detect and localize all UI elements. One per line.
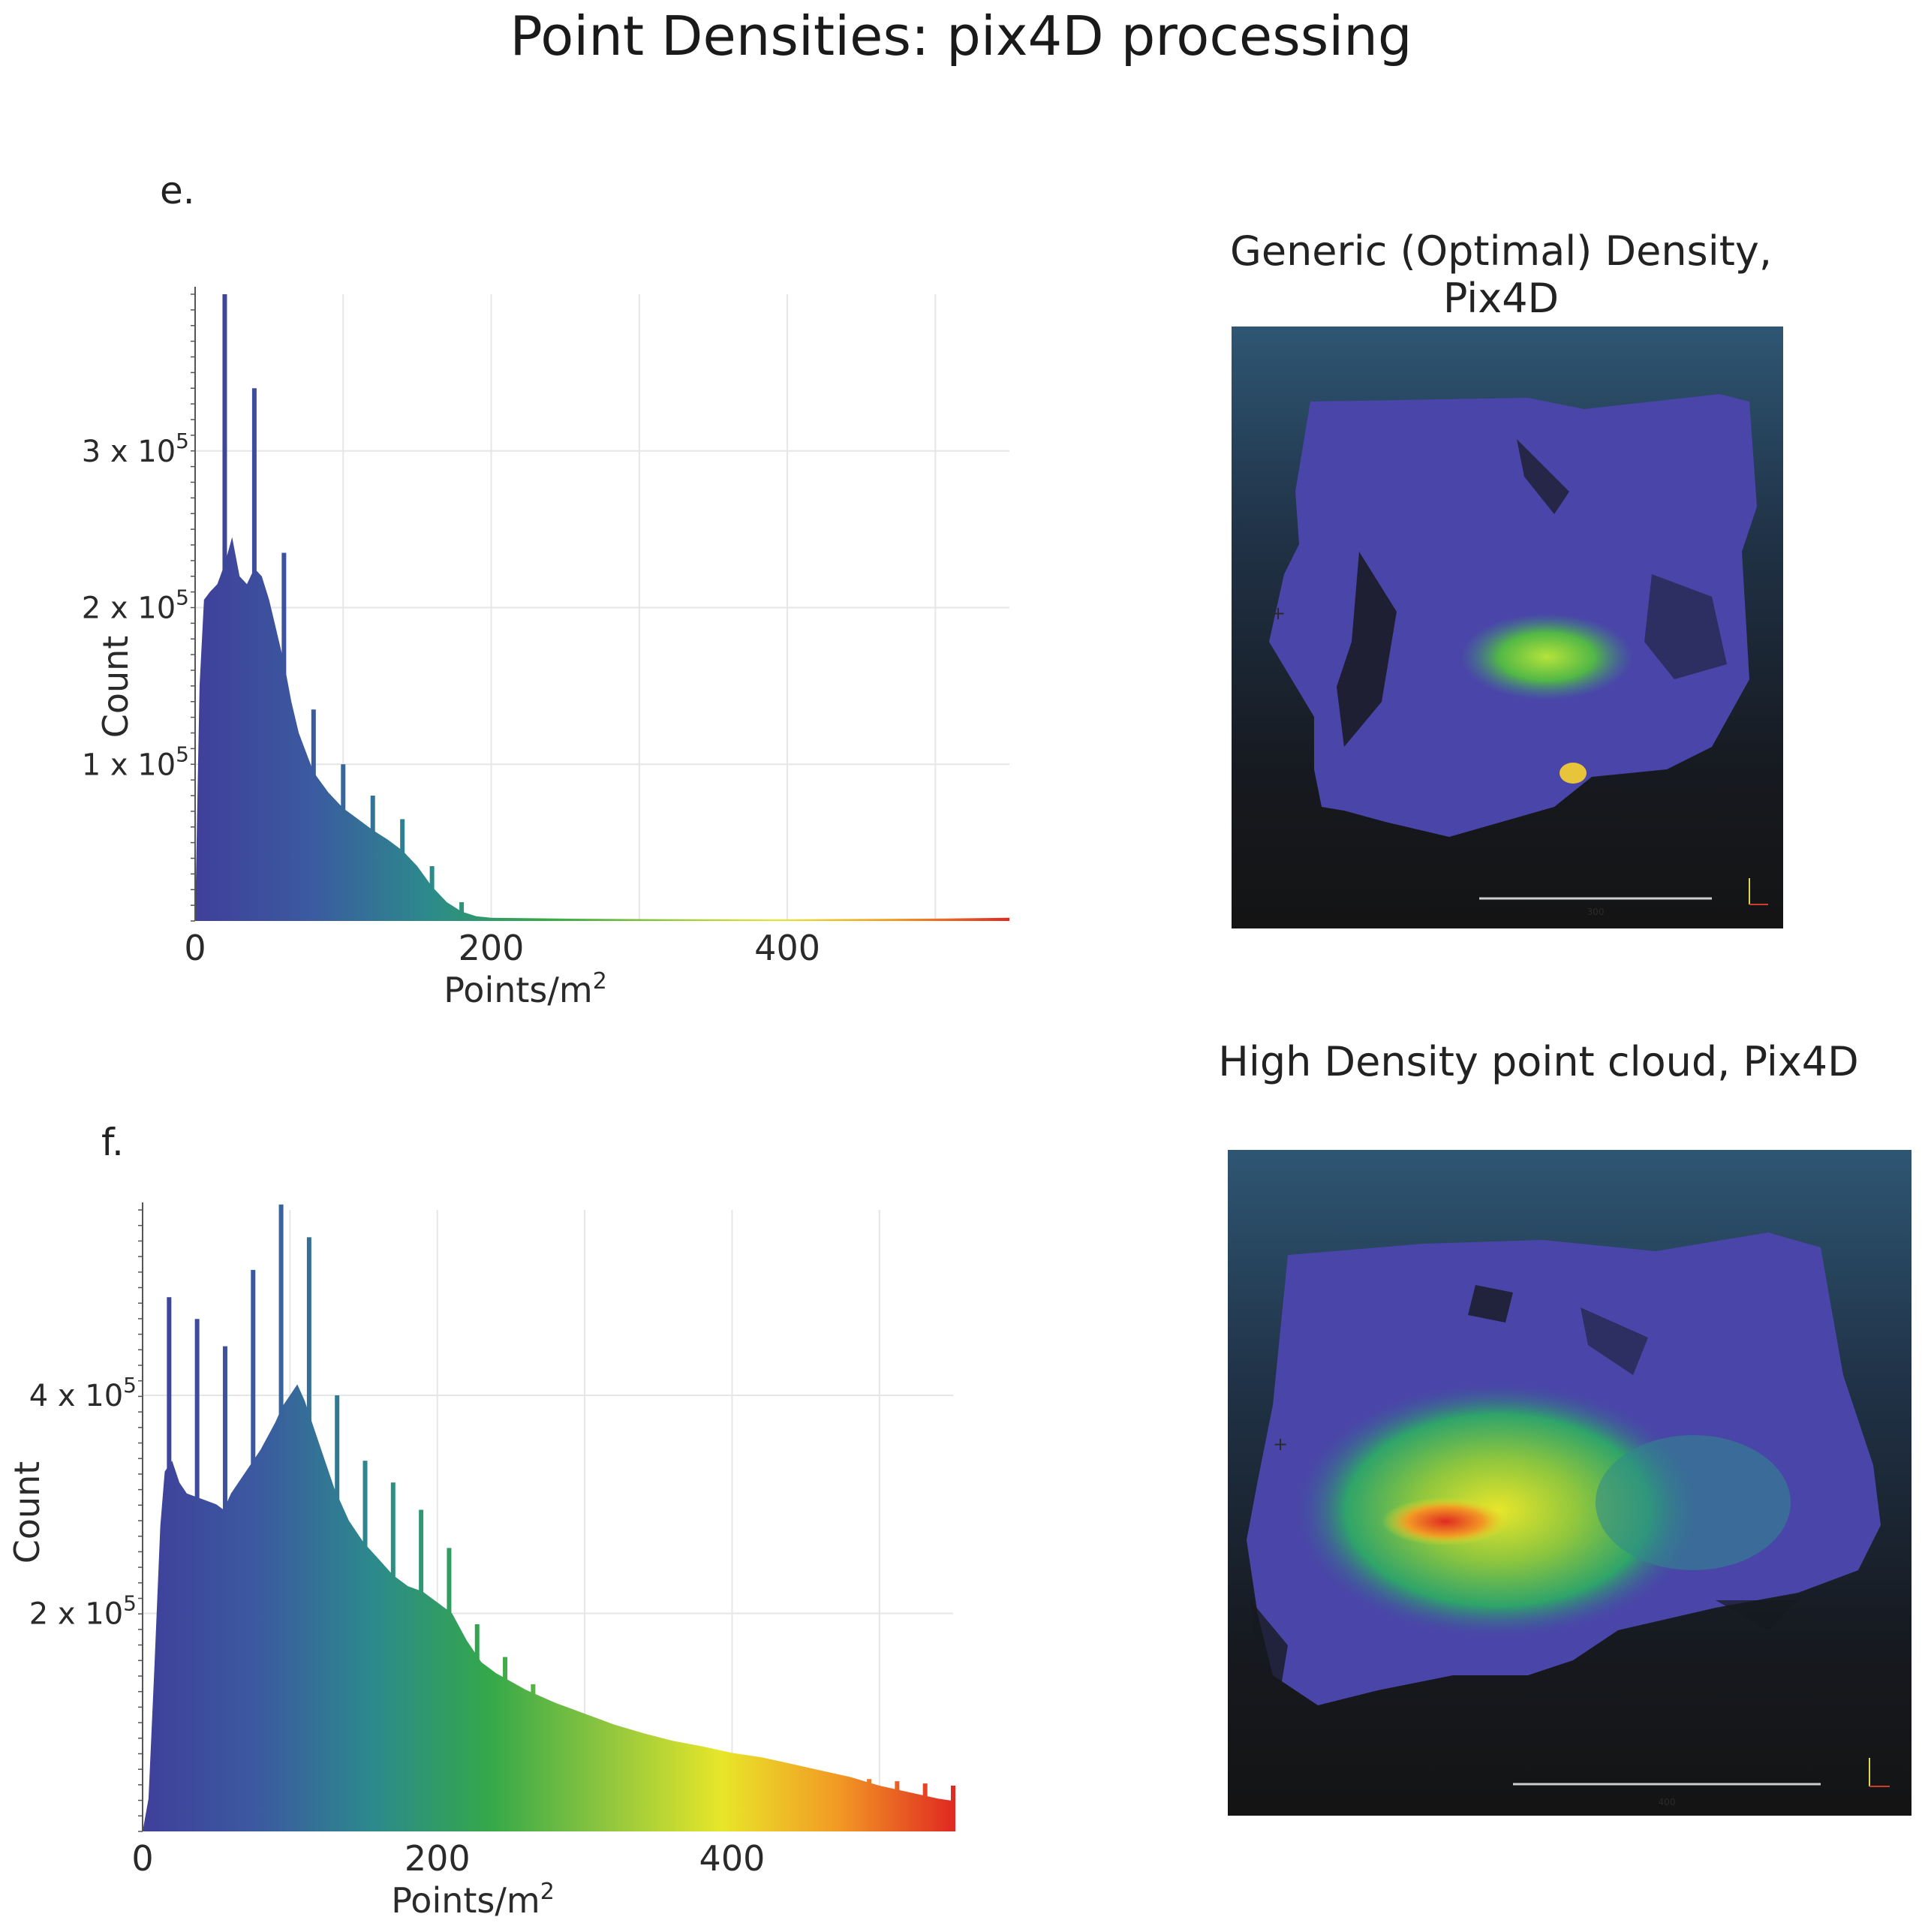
y-axis-label: Count [95,636,136,739]
map-f-image: 400 + [1228,1150,1911,1816]
map-f-scale-label: 400 [1659,1797,1676,1807]
x-tick-label: 400 [699,1838,765,1879]
map-e-title: Generic (Optimal) Density, Pix4D [1230,227,1772,322]
x-axis-label: Points/m2 [444,968,607,1006]
histogram-area [143,1384,953,1831]
x-tick-label: 200 [459,928,525,968]
y-tick-label: 3 x 105 [82,429,189,469]
x-tick-label: 0 [184,928,206,968]
histogram-e: 0 200 400 1 x 105 2 x 105 3 x 105 Points/m2 Cou… [82,287,1009,1006]
y-axis-label: Count [7,1461,47,1564]
panel-e-label: e. [160,169,195,212]
x-tick-label: 400 [754,928,820,968]
histogram-area [195,537,1009,921]
y-tick-label: 4 x 105 [29,1373,137,1413]
map-e-image: 300 + [1232,327,1783,928]
map-e-scale-label: 300 [1587,907,1605,917]
map-f-title: High Density point cloud, Pix4D [1218,1038,1859,1085]
y-tick-label: 2 x 105 [29,1590,137,1631]
y-tick-label: 1 x 105 [82,742,189,782]
x-tick-label: 0 [131,1838,153,1879]
map-e-cloud [1269,394,1757,837]
y-tick-label: 2 x 105 [82,585,189,626]
x-tick-label: 200 [405,1838,471,1879]
map-f-crosshair: + [1273,1434,1288,1455]
x-axis-label: Points/m2 [391,1879,555,1921]
page-title: Point Densities: pix4D processing [510,5,1412,68]
histogram-f: 0 200 400 2 x 105 4 x 105 Points/m2 Count [7,1202,955,1921]
map-e-crosshair: + [1271,603,1286,624]
panel-f-label: f. [101,1121,124,1164]
